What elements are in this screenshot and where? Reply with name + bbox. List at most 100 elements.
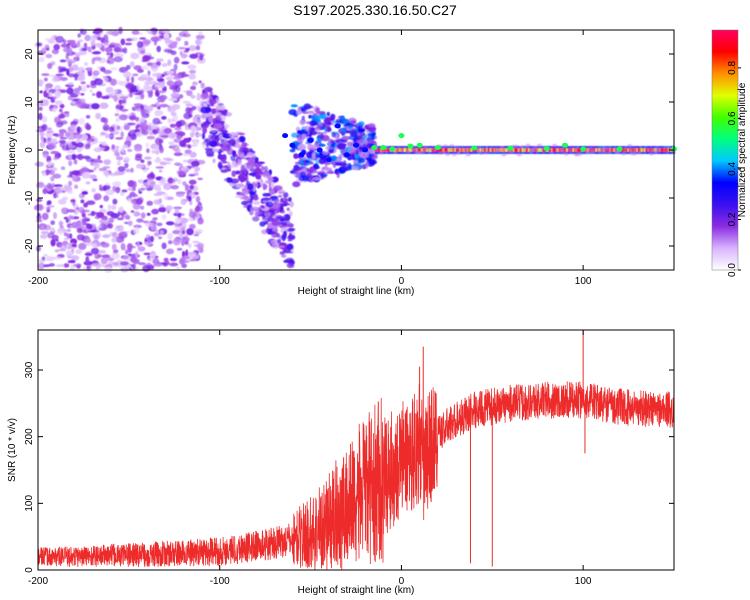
heatmap-point (289, 210, 293, 217)
heatmap-point (188, 108, 193, 115)
heatmap-cell (451, 151, 454, 154)
heatmap-point (136, 41, 144, 48)
heatmap-cell (529, 146, 532, 149)
heatmap-point (151, 208, 160, 215)
heatmap-point (247, 183, 254, 191)
heatmap-point (189, 223, 196, 230)
heatmap-point (260, 205, 265, 209)
heatmap-point (127, 220, 133, 227)
heatmap-point (122, 152, 127, 155)
heatmap-cell (445, 148, 448, 152)
heatmap-point (172, 229, 182, 235)
heatmap-point (363, 139, 368, 146)
heatmap-point (68, 82, 74, 86)
heatmap-point (103, 77, 109, 83)
heatmap-point (175, 191, 185, 197)
heatmap-cell (572, 151, 575, 154)
heatmap-point (139, 188, 143, 192)
heatmap-cell (384, 148, 387, 152)
heatmap-cell (556, 151, 559, 154)
heatmap-point (176, 79, 182, 84)
heatmap-cell (458, 148, 461, 152)
heatmap-cell (636, 148, 639, 152)
heatmap-point (174, 163, 184, 167)
heatmap-cell (622, 148, 625, 152)
heatmap-cell (413, 151, 416, 154)
heatmap-point (58, 129, 67, 134)
heatmap-point (66, 229, 71, 232)
heatmap-point (86, 84, 91, 89)
snr-spikes (419, 331, 586, 567)
heatmap-point (159, 230, 164, 235)
heatmap-point (195, 45, 201, 51)
heatmap-cell (576, 151, 579, 154)
heatmap-point (208, 98, 217, 105)
heatmap-point (319, 143, 325, 147)
heatmap-cell (601, 146, 604, 149)
heatmap-cell (434, 151, 436, 154)
heatmap-point (346, 141, 355, 147)
heatmap-point (627, 144, 633, 147)
heatmap-point (183, 112, 192, 120)
heatmap-point (220, 129, 228, 134)
heatmap-point (149, 132, 153, 135)
heatmap-point (129, 191, 136, 197)
heatmap-point (119, 81, 128, 86)
heatmap-cell (568, 151, 571, 154)
heatmap-point (118, 114, 128, 121)
heatmap-cell (519, 151, 522, 154)
heatmap-point (464, 150, 470, 154)
heatmap-point (72, 175, 81, 183)
heatmap-point (253, 194, 259, 201)
heatmap-point (47, 62, 53, 70)
heatmap-cell (512, 148, 515, 152)
heatmap-point (100, 242, 110, 248)
heatmap-cell (420, 148, 422, 152)
heatmap-cell (577, 151, 580, 154)
heatmap-point (218, 134, 223, 140)
heatmap-cell (444, 148, 447, 152)
heatmap-point (74, 77, 78, 81)
heatmap-point (93, 28, 103, 34)
heatmap-cell (506, 151, 509, 154)
heatmap-point (138, 123, 146, 127)
heatmap-point (104, 46, 113, 53)
heatmap-point (161, 214, 167, 220)
heatmap-point (100, 221, 104, 229)
heatmap-point (80, 81, 86, 85)
heatmap-point (40, 231, 49, 235)
heatmap-cell (463, 151, 466, 154)
heatmap-point (195, 34, 205, 40)
heatmap-cell (446, 148, 449, 152)
heatmap-cell (507, 151, 510, 154)
heatmap-point (509, 150, 514, 154)
heatmap-point (356, 139, 364, 143)
heatmap-point (129, 61, 135, 68)
heatmap-point (50, 228, 56, 232)
heatmap-cell (573, 151, 576, 154)
heatmap-cell (669, 151, 672, 154)
heatmap-point (175, 217, 182, 224)
heatmap-point (537, 143, 542, 147)
heatmap-point (110, 252, 120, 260)
heatmap-point (106, 52, 111, 56)
heatmap-cell (413, 146, 416, 149)
heatmap-cell (468, 146, 471, 149)
heatmap-cell (426, 148, 429, 152)
heatmap-cell (375, 151, 378, 154)
heatmap-cell (395, 146, 398, 149)
heatmap-trace-point (416, 142, 423, 148)
heatmap-cell (628, 151, 631, 154)
heatmap-point (189, 258, 196, 262)
heatmap-cell (633, 148, 636, 152)
heatmap-cell (491, 148, 494, 152)
heatmap-cell (414, 146, 417, 149)
heatmap-point (174, 127, 182, 131)
heatmap-point (265, 201, 274, 208)
heatmap-point (414, 151, 420, 155)
heatmap-point (161, 242, 167, 250)
heatmap-point (63, 237, 69, 241)
heatmap-point (321, 122, 331, 128)
heatmap-cell (495, 151, 497, 154)
heatmap-point (66, 39, 76, 43)
